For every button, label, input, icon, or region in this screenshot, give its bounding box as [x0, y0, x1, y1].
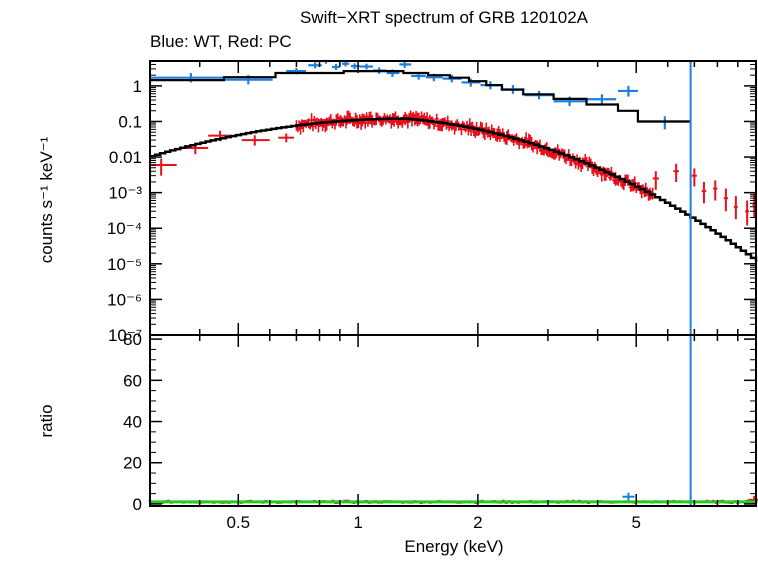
ratio-panel-frame — [150, 335, 756, 506]
x-tick-label: 0.5 — [226, 513, 250, 532]
ratio-tick-label: 0 — [133, 495, 142, 514]
data-layer — [149, 61, 758, 506]
chart-title: Swift−XRT spectrum of GRB 120102A — [300, 8, 589, 27]
y-axis-label-spectrum: counts s⁻¹ keV⁻¹ — [37, 136, 56, 263]
ratio-tick-label: 60 — [123, 371, 142, 390]
ratio-tick-label: 80 — [123, 330, 142, 349]
pc-dense-points — [294, 110, 654, 200]
pc-model-curve — [150, 119, 756, 262]
spectrum-panel-frame — [150, 61, 756, 335]
y-tick-label: 10⁻⁴ — [107, 219, 142, 238]
y-tick-label: 0.01 — [109, 148, 142, 167]
ratio-tick-label: 20 — [123, 454, 142, 473]
chart-subtitle: Blue: WT, Red: PC — [150, 32, 292, 51]
y-tick-label: 0.1 — [118, 112, 142, 131]
x-tick-label: 2 — [473, 513, 482, 532]
y-tick-label: 10⁻⁵ — [107, 255, 142, 274]
x-tick-label: 5 — [631, 513, 640, 532]
x-axis-label: Energy (keV) — [404, 537, 503, 556]
y-tick-label: 10⁻⁶ — [107, 290, 142, 309]
ratio-tick-label: 40 — [123, 413, 142, 432]
y-tick-label: 10⁻³ — [108, 184, 142, 203]
y-axis-label-ratio: ratio — [37, 404, 56, 437]
y-tick-label: 1 — [133, 77, 142, 96]
x-tick-label: 1 — [353, 513, 362, 532]
